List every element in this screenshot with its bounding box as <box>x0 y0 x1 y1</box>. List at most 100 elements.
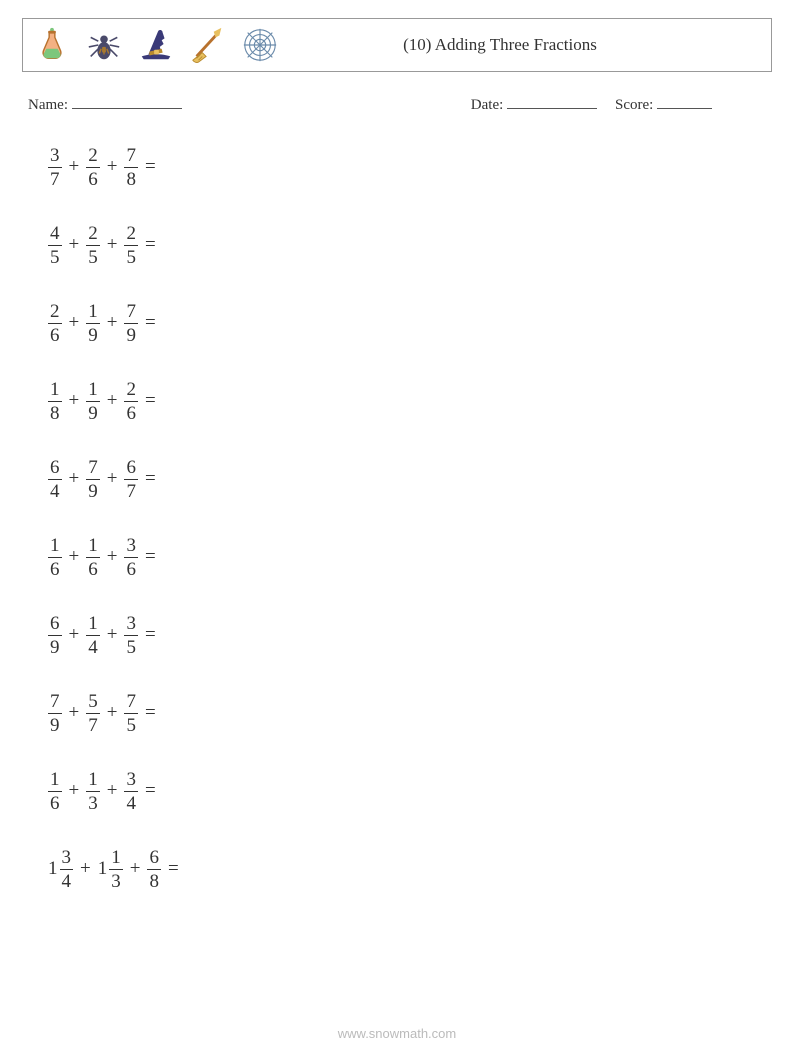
numerator: 1 <box>109 848 123 867</box>
denominator: 8 <box>48 404 62 423</box>
name-blank <box>72 94 182 109</box>
numerator: 7 <box>48 692 62 711</box>
whole-number: 1 <box>48 858 58 880</box>
denominator: 4 <box>60 872 74 891</box>
plus-sign: + <box>107 702 118 724</box>
numerator: 3 <box>60 848 74 867</box>
denominator: 5 <box>124 638 138 657</box>
fraction-bar <box>124 167 138 168</box>
header-box: (10) Adding Three Fractions <box>22 18 772 72</box>
numerator: 3 <box>124 614 138 633</box>
numerator: 4 <box>48 224 62 243</box>
denominator: 5 <box>86 248 100 267</box>
plus-sign: + <box>69 468 80 490</box>
numerator: 1 <box>48 380 62 399</box>
numerator: 3 <box>124 770 138 789</box>
problem-row: 134+113+68= <box>48 846 772 892</box>
fraction: 34 <box>124 770 138 813</box>
plus-sign: + <box>107 234 118 256</box>
denominator: 4 <box>48 482 62 501</box>
denominator: 9 <box>48 716 62 735</box>
numerator: 1 <box>86 536 100 555</box>
fraction-bar <box>48 635 62 636</box>
fraction-bar <box>124 791 138 792</box>
plus-sign: + <box>107 156 118 178</box>
name-field: Name: <box>28 94 471 114</box>
numerator: 1 <box>86 302 100 321</box>
equals-sign: = <box>145 780 156 802</box>
date-blank <box>507 94 597 109</box>
problem-row: 79+57+75= <box>48 690 772 736</box>
fraction-bar <box>86 245 100 246</box>
numerator: 1 <box>86 770 100 789</box>
equals-sign: = <box>145 468 156 490</box>
denominator: 6 <box>48 794 62 813</box>
fraction-bar <box>124 245 138 246</box>
denominator: 6 <box>48 560 62 579</box>
problem-row: 37+26+78= <box>48 144 772 190</box>
score-field: Score: <box>615 94 712 114</box>
numerator: 1 <box>48 536 62 555</box>
spider-icon <box>85 26 123 64</box>
numerator: 7 <box>124 146 138 165</box>
fraction: 69 <box>48 614 62 657</box>
plus-sign: + <box>69 624 80 646</box>
fraction: 13 <box>86 770 100 813</box>
whole-number: 1 <box>98 858 108 880</box>
denominator: 6 <box>48 326 62 345</box>
denominator: 4 <box>124 794 138 813</box>
fraction: 75 <box>124 692 138 735</box>
problem-row: 16+16+36= <box>48 534 772 580</box>
problems-list: 37+26+78=45+25+25=26+19+79=18+19+26=64+7… <box>48 144 772 892</box>
numerator: 2 <box>86 224 100 243</box>
plus-sign: + <box>107 312 118 334</box>
fraction: 34 <box>60 848 74 891</box>
plus-sign: + <box>69 390 80 412</box>
denominator: 3 <box>109 872 123 891</box>
plus-sign: + <box>69 312 80 334</box>
fraction: 18 <box>48 380 62 423</box>
plus-sign: + <box>69 702 80 724</box>
plus-sign: + <box>107 546 118 568</box>
plus-sign: + <box>69 780 80 802</box>
score-label: Score: <box>615 97 653 113</box>
numerator: 6 <box>147 848 161 867</box>
numerator: 5 <box>86 692 100 711</box>
problem-row: 69+14+35= <box>48 612 772 658</box>
equals-sign: = <box>168 858 179 880</box>
fraction: 26 <box>86 146 100 189</box>
fraction-bar <box>48 245 62 246</box>
problem-row: 45+25+25= <box>48 222 772 268</box>
worksheet-title: (10) Adding Three Fractions <box>279 35 761 55</box>
fraction: 19 <box>86 302 100 345</box>
denominator: 5 <box>48 248 62 267</box>
fraction: 26 <box>48 302 62 345</box>
denominator: 6 <box>86 560 100 579</box>
fraction: 13 <box>109 848 123 891</box>
fraction-bar <box>124 713 138 714</box>
denominator: 6 <box>124 560 138 579</box>
fraction-bar <box>86 401 100 402</box>
witch-hat-icon <box>137 26 175 64</box>
fraction: 79 <box>48 692 62 735</box>
fraction: 25 <box>86 224 100 267</box>
denominator: 8 <box>124 170 138 189</box>
equals-sign: = <box>145 624 156 646</box>
fraction-bar <box>48 713 62 714</box>
denominator: 8 <box>147 872 161 891</box>
denominator: 3 <box>86 794 100 813</box>
footer-url: www.snowmath.com <box>0 1026 794 1041</box>
fraction-bar <box>48 479 62 480</box>
problem-row: 64+79+67= <box>48 456 772 502</box>
fraction-bar <box>124 401 138 402</box>
denominator: 5 <box>124 716 138 735</box>
fraction-bar <box>86 635 100 636</box>
fraction-bar <box>124 323 138 324</box>
fraction: 14 <box>86 614 100 657</box>
numerator: 3 <box>48 146 62 165</box>
fraction-bar <box>86 479 100 480</box>
name-label: Name: <box>28 97 68 113</box>
fraction: 64 <box>48 458 62 501</box>
fraction: 37 <box>48 146 62 189</box>
denominator: 6 <box>124 404 138 423</box>
